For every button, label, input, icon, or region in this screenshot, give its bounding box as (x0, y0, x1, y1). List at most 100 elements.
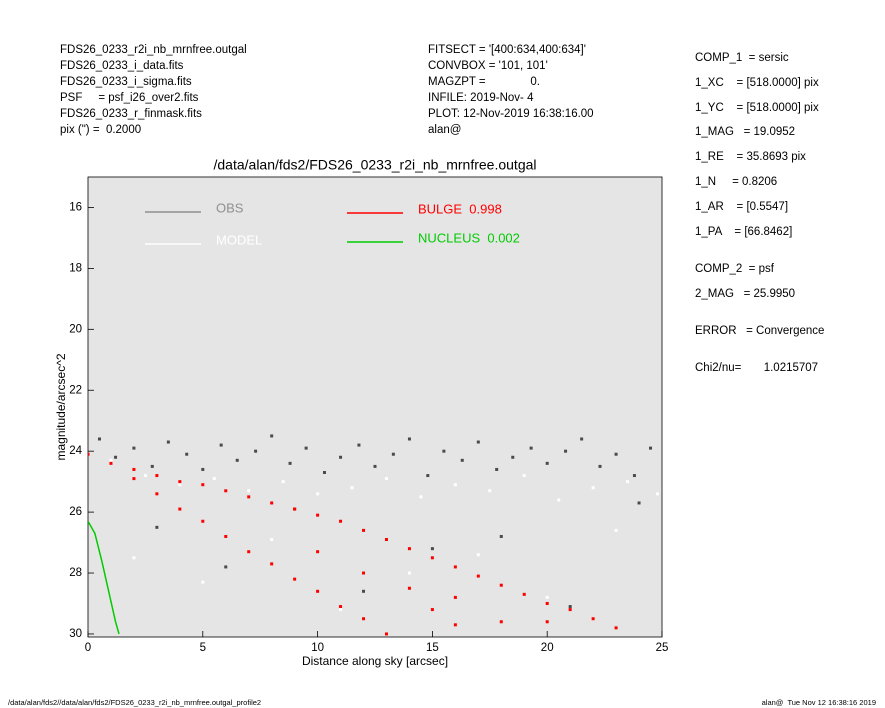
y-tick-label: 28 (69, 567, 82, 579)
y-axis-label: magnitude/arcsec^2 (54, 353, 68, 460)
x-tick-label: 5 (200, 642, 206, 654)
x-tick-label: 0 (85, 642, 91, 654)
data-point (185, 452, 189, 456)
data-point (488, 489, 492, 493)
info-right-line: 2_MAG = 25.9950 (695, 288, 795, 300)
info-right-line: 1_AR = [0.5547] (695, 201, 788, 213)
data-point (178, 480, 182, 484)
data-point (384, 538, 388, 542)
data-point (109, 461, 113, 465)
info-right-line: 1_YC = [518.0000] pix (695, 102, 819, 114)
data-point (522, 474, 526, 478)
legend-label: MODEL (216, 232, 262, 247)
data-point (178, 507, 182, 511)
info-right-line: 1_XC = [518.0000] pix (695, 77, 819, 89)
data-point (545, 601, 549, 605)
data-point (219, 443, 223, 447)
data-point (522, 592, 526, 596)
data-point (453, 595, 457, 599)
data-point (407, 571, 411, 575)
chart-title: /data/alan/fds2/FDS26_0233_r2i_nb_mrnfre… (214, 157, 537, 173)
data-point (201, 519, 205, 523)
data-point (288, 461, 292, 465)
data-point (270, 538, 274, 542)
data-point (476, 553, 480, 557)
data-point (339, 605, 343, 609)
data-point (322, 470, 326, 474)
data-point (166, 440, 170, 444)
data-point (235, 458, 239, 462)
data-point (407, 437, 411, 441)
info-right-line: COMP_1 = sersic (695, 52, 789, 64)
data-point (499, 620, 503, 624)
data-point (247, 550, 251, 554)
data-point (511, 455, 515, 459)
info-right-line: Chi2/nu= 1.0215707 (695, 362, 818, 374)
data-point (460, 458, 464, 462)
x-tick-label: 20 (541, 642, 554, 654)
info-right-line: 1_MAG = 19.0952 (695, 126, 795, 138)
data-point (453, 483, 457, 487)
data-point (339, 455, 343, 459)
data-point (495, 467, 499, 471)
y-tick-label: 20 (69, 323, 82, 335)
data-point (304, 446, 308, 450)
data-point (442, 449, 446, 453)
data-point (178, 483, 182, 487)
data-point (499, 534, 503, 538)
info-left-line: FDS26_0233_i_sigma.fits (60, 76, 192, 88)
info-right-line: 1_PA = [66.8462] (695, 226, 792, 238)
info-left-line: FDS26_0233_r2i_nb_mrnfree.outgal (60, 44, 247, 56)
data-point (545, 595, 549, 599)
data-point (632, 474, 636, 478)
x-tick-label: 15 (426, 642, 439, 654)
data-point (362, 617, 366, 621)
data-point (476, 440, 480, 444)
data-point (201, 580, 205, 584)
data-point (545, 620, 549, 624)
data-point (132, 556, 136, 560)
data-point (201, 467, 205, 471)
info-right-line: COMP_2 = psf (695, 263, 775, 275)
info-mid-line: PLOT: 12-Nov-2019 16:38:16.00 (428, 108, 594, 120)
x-axis-label: Distance along sky [arcsec] (302, 654, 448, 668)
data-point (316, 513, 320, 517)
info-mid-line: MAGZPT = 0. (428, 76, 540, 88)
data-point (132, 467, 136, 471)
data-point (143, 474, 147, 478)
data-point (362, 589, 366, 593)
data-point (109, 458, 113, 462)
data-point (614, 452, 618, 456)
data-point (384, 477, 388, 481)
x-tick-label: 25 (656, 642, 669, 654)
data-point (557, 498, 561, 502)
info-mid-line: INFILE: 2019-Nov- 4 (428, 92, 534, 104)
data-point (362, 571, 366, 575)
info-left-line: PSF = psf_i26_over2.fits (60, 92, 199, 104)
data-point (407, 586, 411, 590)
info-left-line: FDS26_0233_i_data.fits (60, 60, 184, 72)
data-point (568, 605, 572, 609)
data-point (316, 492, 320, 496)
data-point (591, 486, 595, 490)
data-point (419, 495, 423, 499)
footer-right: alan@ Tue Nov 12 16:38:16 2019 (762, 698, 876, 707)
data-point (499, 583, 503, 587)
data-point (430, 547, 434, 551)
data-point (476, 574, 480, 578)
y-tick-label: 30 (69, 628, 82, 640)
data-point (580, 437, 584, 441)
data-point (384, 632, 388, 636)
data-point (655, 492, 659, 496)
data-point (132, 477, 136, 481)
data-point (407, 547, 411, 551)
data-point (224, 534, 228, 538)
data-point (247, 489, 251, 493)
data-point (316, 589, 320, 593)
info-mid-line: alan@ (428, 124, 461, 136)
data-point (293, 577, 297, 581)
info-right-line: 1_N = 0.8206 (695, 176, 777, 188)
data-point (598, 464, 602, 468)
y-tick-label: 24 (69, 445, 82, 457)
